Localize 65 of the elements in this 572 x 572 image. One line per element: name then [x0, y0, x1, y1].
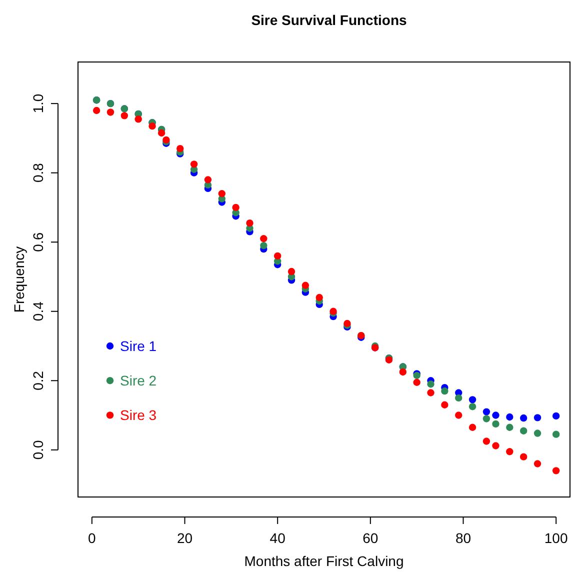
- point: [492, 412, 500, 419]
- legend-label: Sire 1: [120, 338, 157, 354]
- point: [288, 268, 296, 276]
- point: [302, 282, 310, 289]
- point: [492, 442, 500, 450]
- point: [455, 412, 462, 419]
- point: [218, 190, 226, 198]
- y-tick-label: 0.8: [30, 162, 46, 183]
- point: [260, 242, 268, 250]
- y-tick-label: 0.0: [30, 440, 46, 460]
- point: [106, 108, 114, 116]
- chart-title: Sire Survival Functions: [251, 12, 408, 28]
- point: [427, 389, 434, 396]
- point: [246, 219, 254, 227]
- point: [455, 394, 462, 402]
- y-tick-label: 0.4: [30, 301, 46, 322]
- point: [120, 112, 128, 120]
- x-tick-label: 20: [176, 530, 193, 546]
- legend-label: Sire 3: [120, 407, 157, 424]
- point: [274, 252, 282, 260]
- point: [482, 415, 490, 422]
- legend-label: Sire 2: [120, 372, 157, 389]
- y-tick-label: 0.2: [30, 370, 46, 390]
- point: [492, 420, 500, 428]
- point: [482, 438, 490, 445]
- point: [520, 414, 528, 422]
- point: [468, 396, 476, 404]
- x-tick-label: 0: [88, 530, 96, 546]
- point: [552, 430, 560, 438]
- point: [204, 176, 212, 184]
- y-tick-label: 1.0: [30, 94, 46, 114]
- point: [413, 378, 420, 386]
- point: [520, 427, 528, 434]
- point: [552, 467, 560, 474]
- point: [316, 294, 323, 302]
- point: [260, 235, 268, 242]
- point: [552, 412, 560, 420]
- point: [158, 129, 166, 137]
- point: [506, 424, 514, 431]
- y-tick-label: 0.6: [30, 232, 46, 252]
- point: [92, 106, 100, 114]
- point: [134, 116, 142, 123]
- x-tick-label: 60: [362, 530, 378, 546]
- y-axis-title: Frequency: [11, 246, 27, 313]
- point: [506, 413, 514, 421]
- point: [468, 403, 476, 410]
- point: [506, 448, 514, 456]
- point: [148, 122, 156, 130]
- point: [427, 380, 434, 388]
- point: [232, 204, 240, 212]
- point: [176, 144, 184, 152]
- x-tick-label: 40: [270, 530, 286, 546]
- point: [441, 401, 448, 408]
- point: [482, 408, 490, 416]
- x-tick-label: 80: [455, 530, 472, 546]
- point: [534, 414, 542, 422]
- point: [534, 430, 542, 437]
- point: [520, 453, 528, 460]
- x-axis-title: Months after First Calving: [244, 553, 404, 569]
- point: [399, 368, 407, 376]
- x-tick-label: 100: [544, 530, 568, 546]
- point: [534, 460, 542, 468]
- point: [190, 160, 198, 168]
- point: [468, 424, 476, 431]
- point: [441, 387, 448, 395]
